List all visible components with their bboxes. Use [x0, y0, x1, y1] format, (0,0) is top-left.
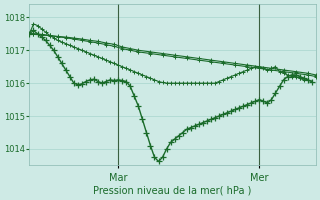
X-axis label: Pression niveau de la mer( hPa ): Pression niveau de la mer( hPa ): [93, 186, 252, 196]
